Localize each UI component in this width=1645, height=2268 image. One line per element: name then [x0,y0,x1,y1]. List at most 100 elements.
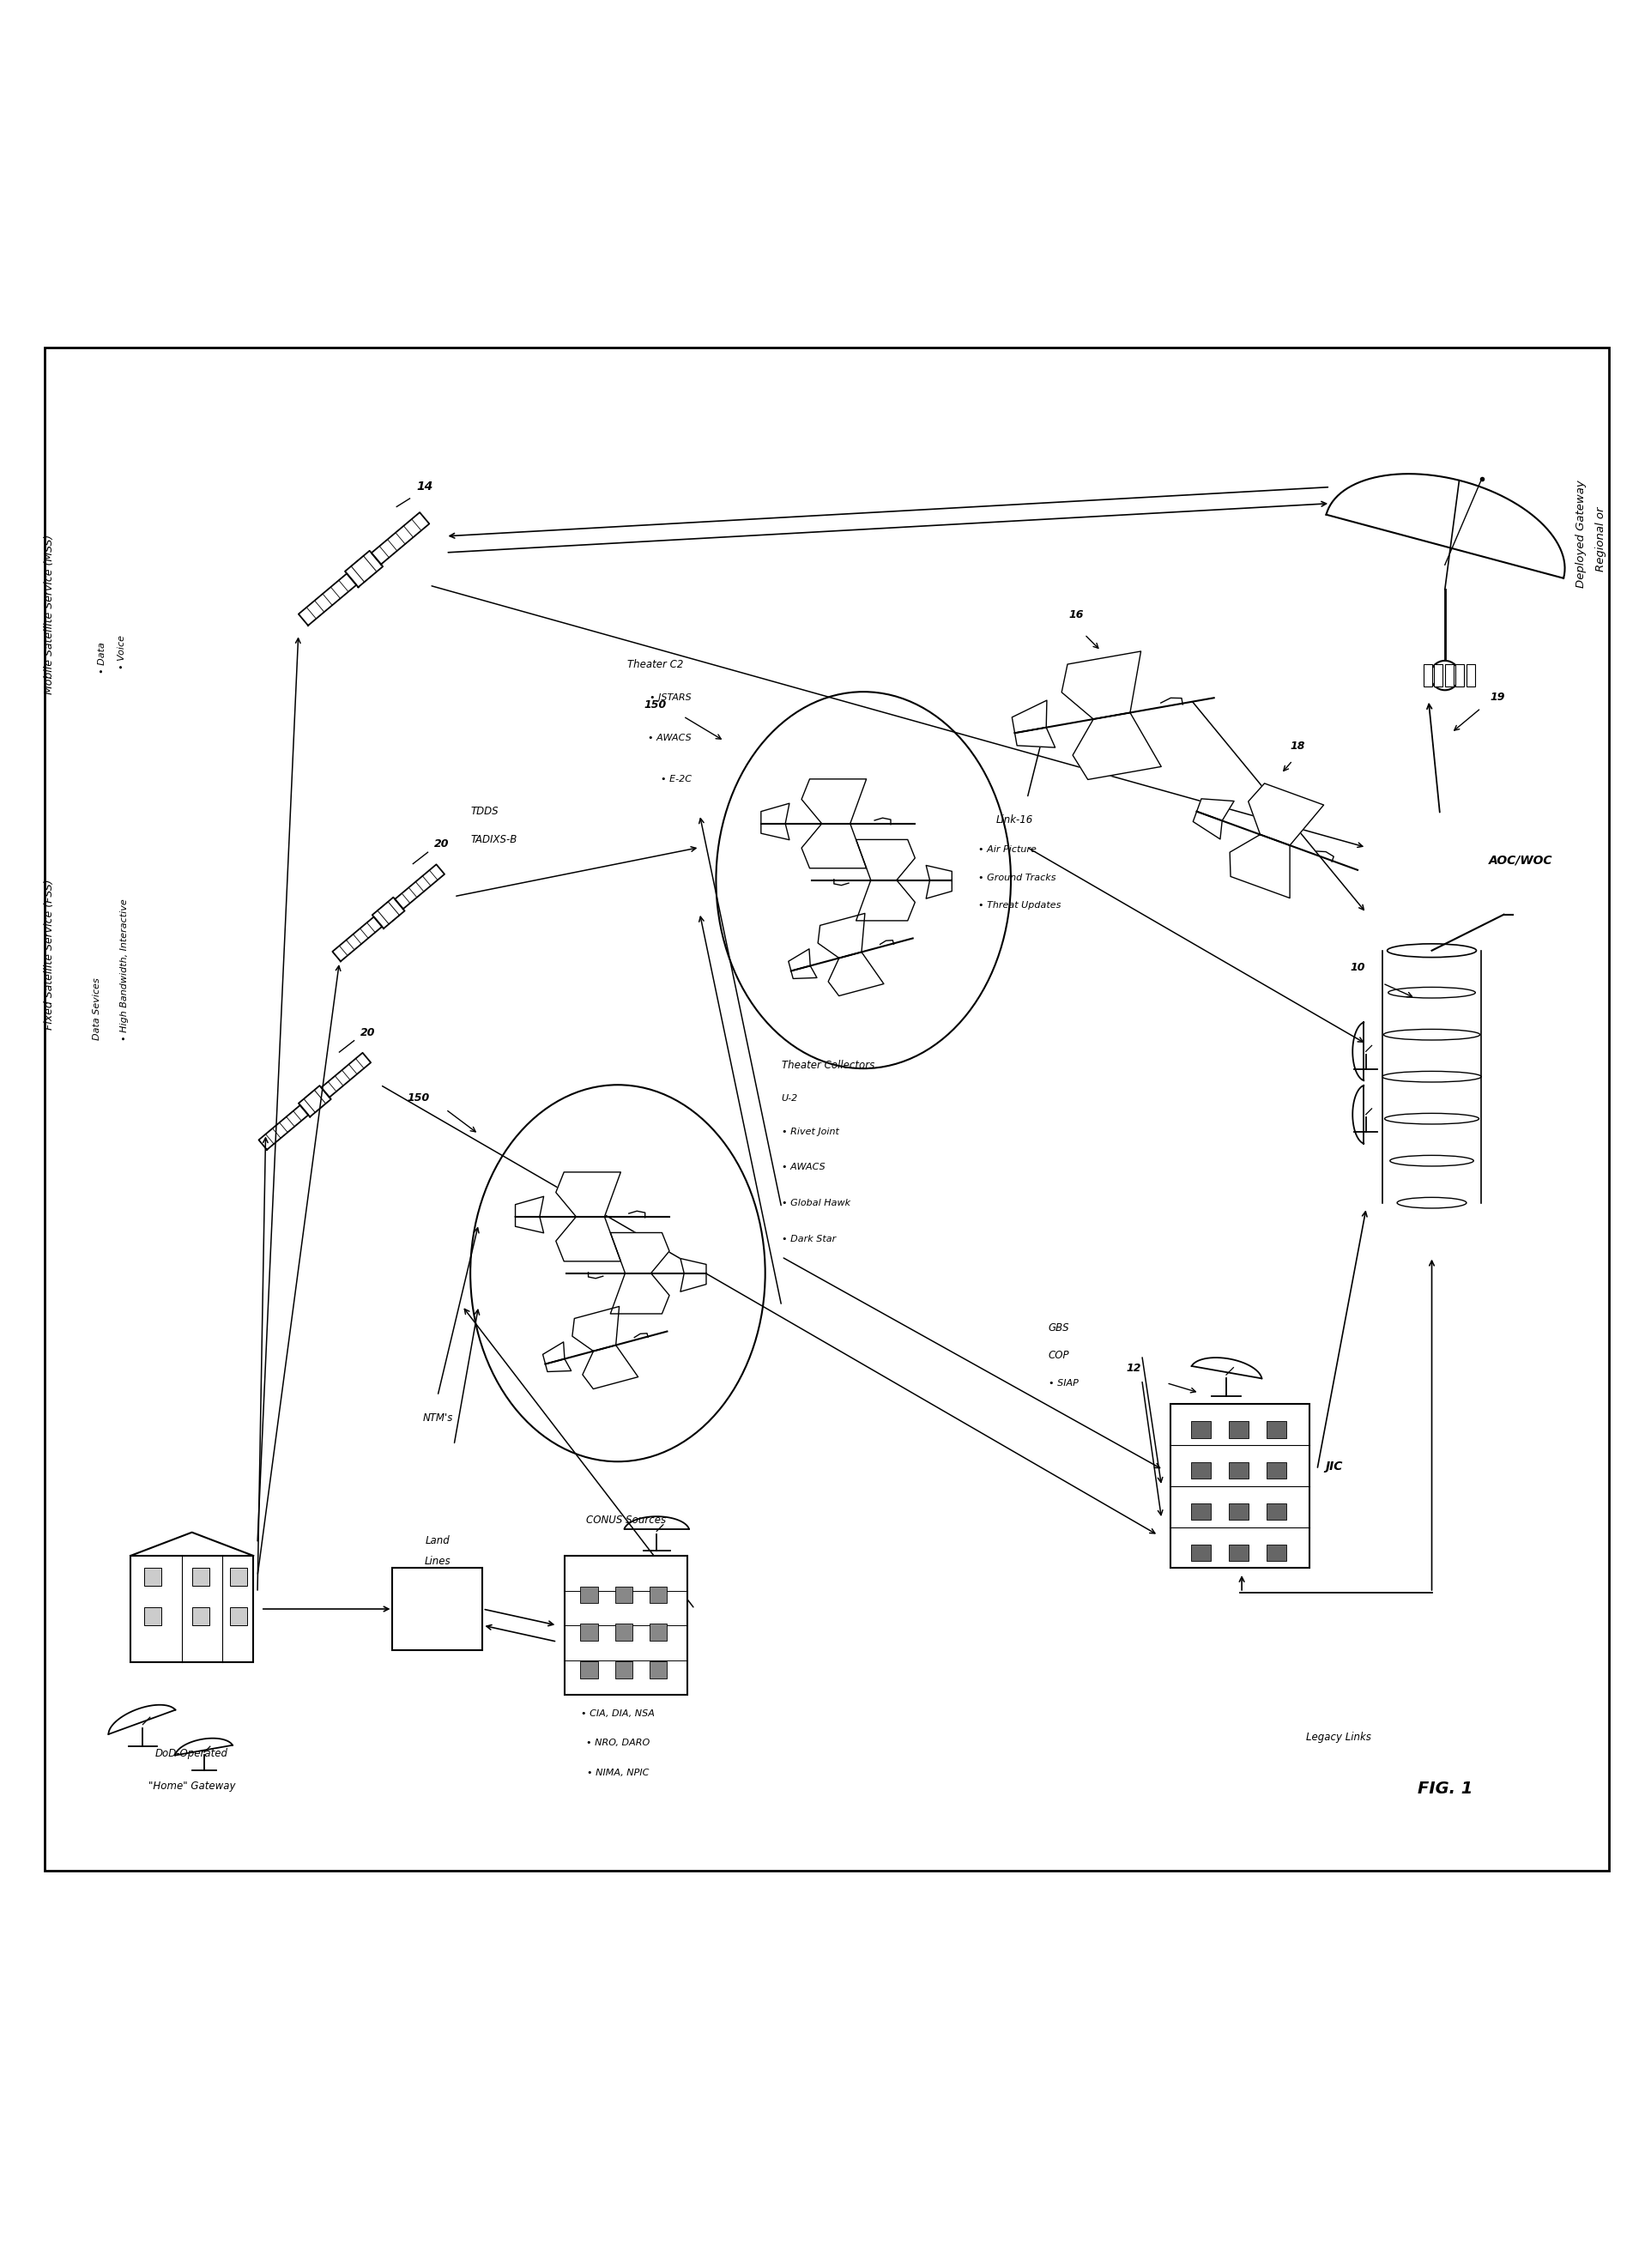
Text: 12: 12 [1127,1363,1142,1374]
Ellipse shape [1382,1070,1481,1082]
Bar [230,1606,247,1624]
Text: • AWACS: • AWACS [781,1163,826,1173]
Text: U-2: U-2 [781,1095,798,1102]
Text: • AWACS: • AWACS [648,735,691,742]
Text: • JSTARS: • JSTARS [650,694,691,701]
Polygon shape [610,1272,670,1313]
Ellipse shape [716,692,1012,1068]
Polygon shape [582,1345,638,1388]
Polygon shape [546,1359,571,1372]
Bar [1434,665,1443,687]
Text: 16: 16 [1069,610,1084,621]
Text: "Home" Gateway: "Home" Gateway [148,1780,235,1792]
Bar [650,1585,666,1603]
Text: 20: 20 [360,1027,375,1039]
Text: Deployed Gateway: Deployed Gateway [1576,481,1586,587]
Polygon shape [1196,798,1234,821]
Text: GBS: GBS [1048,1322,1069,1334]
Bar [1267,1463,1286,1479]
Polygon shape [1249,782,1324,846]
Ellipse shape [1395,946,1469,957]
Bar [1229,1463,1249,1479]
Text: • CIA, DIA, NSA: • CIA, DIA, NSA [581,1710,655,1717]
Text: • NIMA, NPIC: • NIMA, NPIC [587,1769,648,1776]
Polygon shape [1326,474,1564,578]
Polygon shape [515,1198,544,1216]
Text: Data Sevices: Data Sevices [92,978,102,1046]
Bar [1191,1422,1211,1438]
Polygon shape [1073,712,1161,780]
Circle shape [1430,660,1459,689]
Bar [581,1624,597,1640]
Bar [145,1567,161,1585]
Bar [1267,1504,1286,1520]
Text: • Air Picture: • Air Picture [979,846,1036,855]
Bar [1444,665,1454,687]
Polygon shape [1061,651,1142,719]
Text: FIG. 1: FIG. 1 [1418,1780,1472,1796]
Text: Land: Land [426,1535,451,1547]
Text: TDDS: TDDS [470,805,498,816]
Ellipse shape [1383,1030,1480,1041]
Text: Regional or: Regional or [1596,506,1606,572]
Polygon shape [926,880,952,898]
Text: Link-16: Link-16 [997,814,1033,826]
Text: Legacy Links: Legacy Links [1306,1730,1370,1742]
Polygon shape [572,1306,619,1352]
Text: 19: 19 [1490,692,1505,703]
Bar [230,1567,247,1585]
Bar [581,1585,597,1603]
Polygon shape [1015,728,1054,748]
Text: Theater C2: Theater C2 [627,658,683,669]
Polygon shape [1230,835,1290,898]
Polygon shape [762,823,790,839]
Ellipse shape [1385,1114,1479,1125]
Bar [1267,1545,1286,1560]
Bar [1229,1422,1249,1438]
Text: • Global Hawk: • Global Hawk [781,1200,850,1209]
Bar [615,1624,632,1640]
Text: • Rivet Joint: • Rivet Joint [781,1127,839,1136]
Polygon shape [801,778,867,823]
Bar [650,1624,666,1640]
Polygon shape [515,1216,544,1234]
Text: NTM's: NTM's [423,1413,452,1424]
Text: 14: 14 [416,481,433,492]
Polygon shape [818,914,865,957]
Text: 150: 150 [645,699,666,710]
Ellipse shape [1387,943,1476,957]
Bar [1267,1422,1286,1438]
Ellipse shape [1390,1154,1474,1166]
Bar [192,1567,209,1585]
Text: • Data: • Data [97,642,107,674]
Ellipse shape [470,1084,765,1461]
Bar [1466,665,1476,687]
Text: • E-2C: • E-2C [661,776,691,782]
Text: Mobile Satellite Service (MSS): Mobile Satellite Service (MSS) [44,535,54,694]
Text: 20: 20 [434,839,449,850]
Text: • Voice: • Voice [117,635,125,669]
Polygon shape [762,803,790,823]
Bar [1229,1504,1249,1520]
Polygon shape [1193,812,1222,839]
Text: Lines: Lines [424,1556,451,1567]
Polygon shape [855,839,915,880]
Bar [145,1606,161,1624]
Bar [615,1662,632,1678]
Bar [393,1567,482,1649]
Text: 10: 10 [1351,962,1365,973]
Polygon shape [926,866,952,880]
Text: • Ground Tracks: • Ground Tracks [979,873,1056,882]
Bar [1229,1545,1249,1560]
Bar [1423,665,1433,687]
Bar [1456,665,1464,687]
Bar [1171,1404,1309,1567]
Polygon shape [556,1216,620,1261]
Polygon shape [681,1259,706,1272]
Bar [192,1606,209,1624]
Polygon shape [543,1343,564,1363]
Polygon shape [801,823,867,869]
Polygon shape [791,966,818,978]
Polygon shape [556,1173,620,1216]
Ellipse shape [1397,1198,1466,1209]
